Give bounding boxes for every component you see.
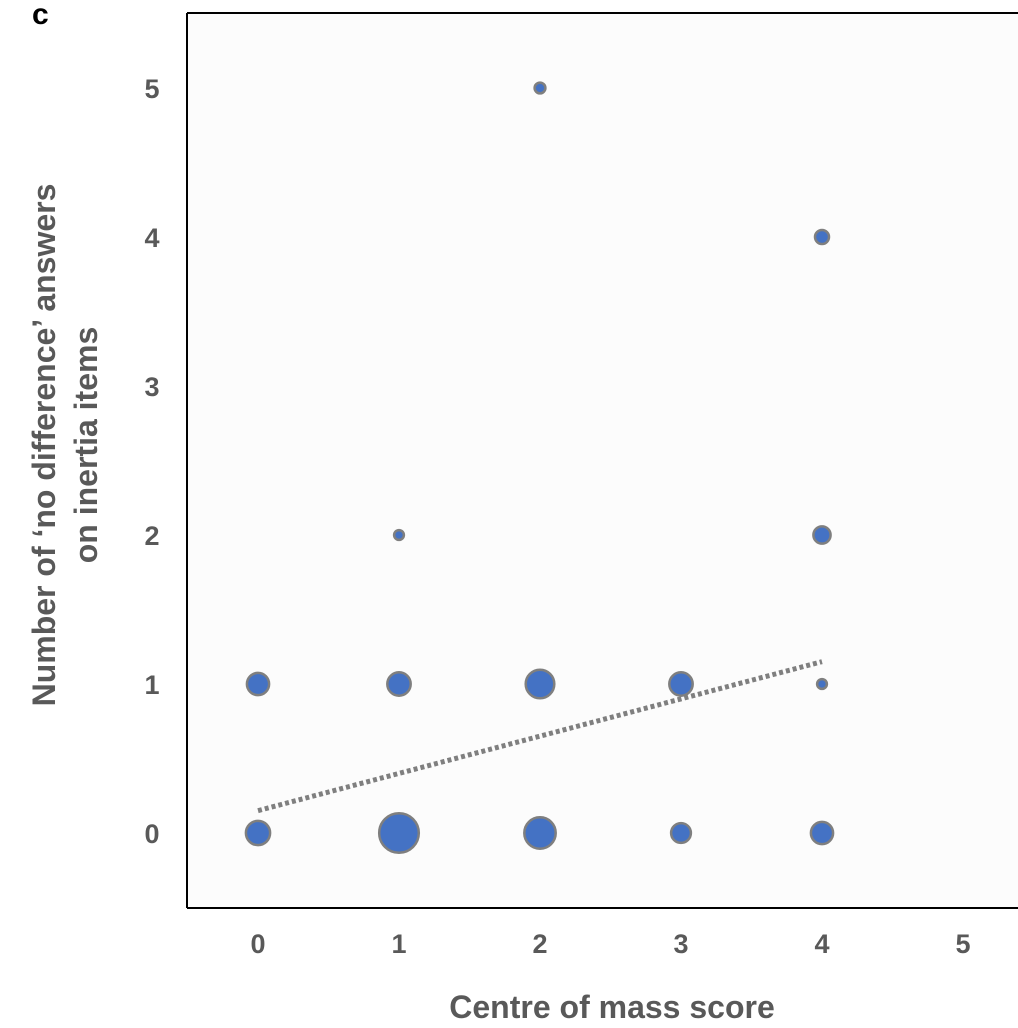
x-tick-labels: 0 1 2 3 4 5 (250, 929, 970, 959)
data-point (668, 671, 694, 697)
y-tick-label: 2 (144, 521, 159, 551)
y-tick-labels: 0 1 2 3 4 5 (144, 74, 159, 849)
data-point (669, 821, 693, 845)
x-tick-label: 5 (955, 929, 970, 959)
data-point (244, 819, 272, 847)
data-point (523, 816, 557, 850)
y-tick-label: 4 (144, 223, 159, 253)
data-point (809, 820, 835, 846)
data-point (533, 81, 547, 95)
panel-label: c (32, 0, 49, 31)
data-point (815, 677, 829, 691)
data-point (245, 671, 271, 697)
x-axis-label: Centre of mass score (449, 989, 774, 1025)
data-point (812, 525, 832, 545)
trendline-layer (257, 659, 823, 814)
y-axis-label-line2: on inertia items (68, 327, 104, 564)
y-tick-label: 5 (144, 74, 159, 104)
x-tick-label: 0 (250, 929, 265, 959)
y-tick-label: 3 (144, 372, 159, 402)
data-point (386, 671, 412, 697)
y-tick-label: 1 (144, 670, 159, 700)
trendline (257, 659, 823, 814)
x-tick-label: 3 (673, 929, 688, 959)
x-tick-label: 1 (391, 929, 406, 959)
data-point (377, 811, 421, 855)
y-axis-label-line1: Number of ‘no difference’ answers (26, 184, 62, 707)
x-tick-label: 4 (814, 929, 829, 959)
data-point (524, 668, 556, 700)
data-point (392, 528, 406, 542)
data-point (813, 228, 831, 246)
points-layer (244, 81, 835, 855)
x-tick-label: 2 (532, 929, 547, 959)
y-tick-label: 0 (144, 819, 159, 849)
plot-area (187, 13, 1018, 908)
